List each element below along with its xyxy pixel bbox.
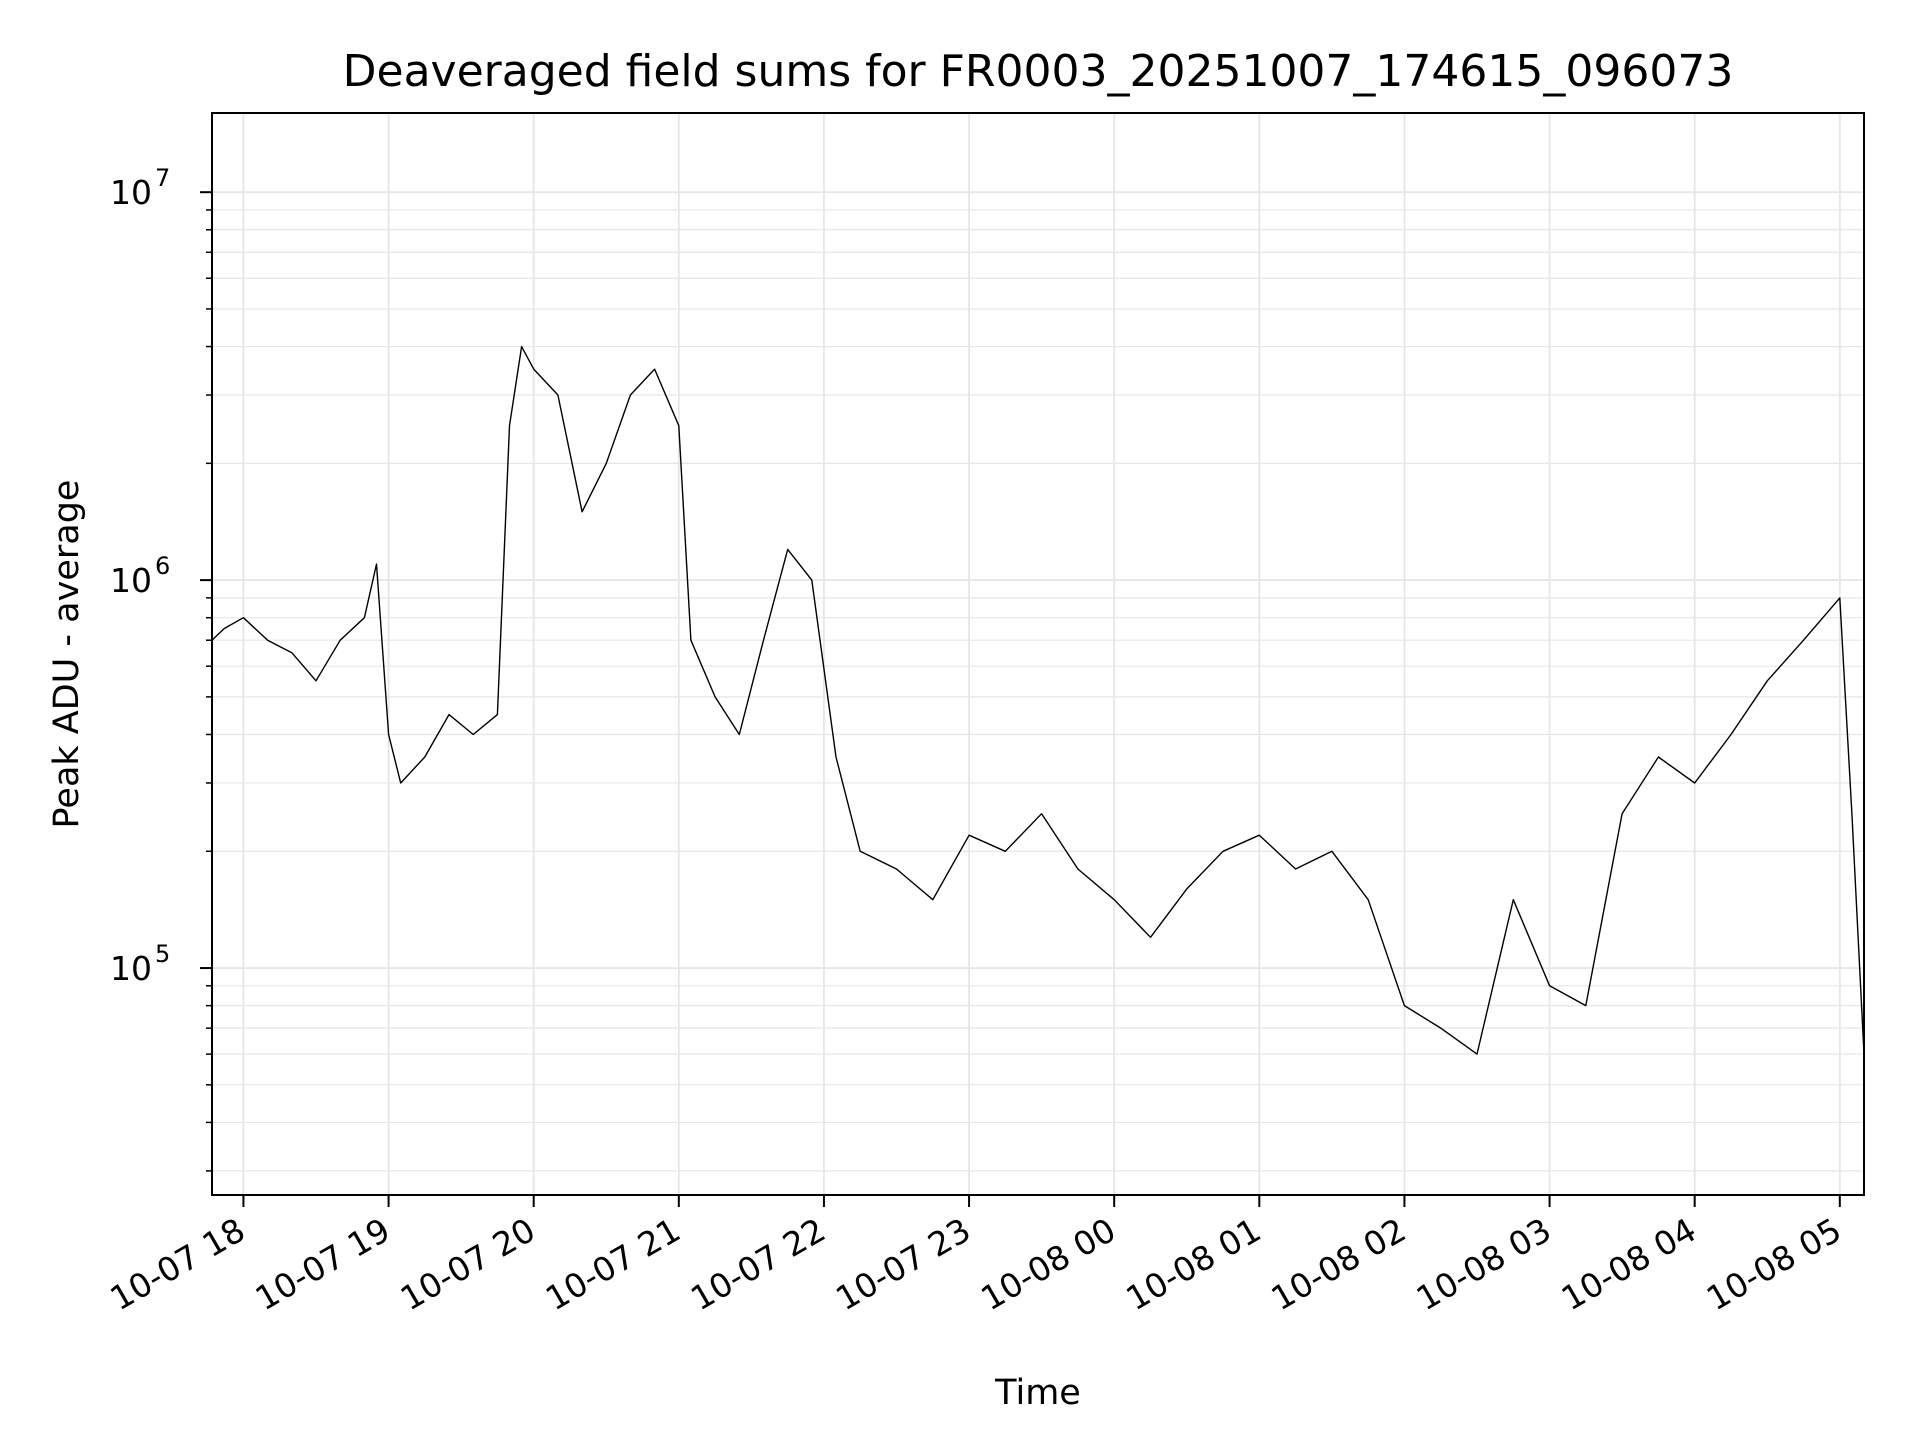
y-tick-label: 10 bbox=[110, 561, 152, 600]
y-tick-label: 10 bbox=[110, 949, 152, 988]
y-axis-label: Peak ADU - average bbox=[47, 480, 87, 829]
y-tick-exponent: 5 bbox=[155, 940, 170, 968]
x-axis-label: Time bbox=[994, 1373, 1081, 1413]
plot-line-group bbox=[211, 345, 1865, 1055]
y-tick-exponent: 7 bbox=[155, 164, 170, 192]
data-series-line bbox=[211, 345, 1865, 1055]
y-tick-label: 10 bbox=[110, 173, 152, 212]
y-tick-exponent: 6 bbox=[155, 552, 170, 580]
grid bbox=[212, 113, 1864, 1195]
axes-frame bbox=[211, 112, 1865, 1196]
chart-title: Deaveraged field sums for FR0003_2025100… bbox=[343, 46, 1734, 97]
